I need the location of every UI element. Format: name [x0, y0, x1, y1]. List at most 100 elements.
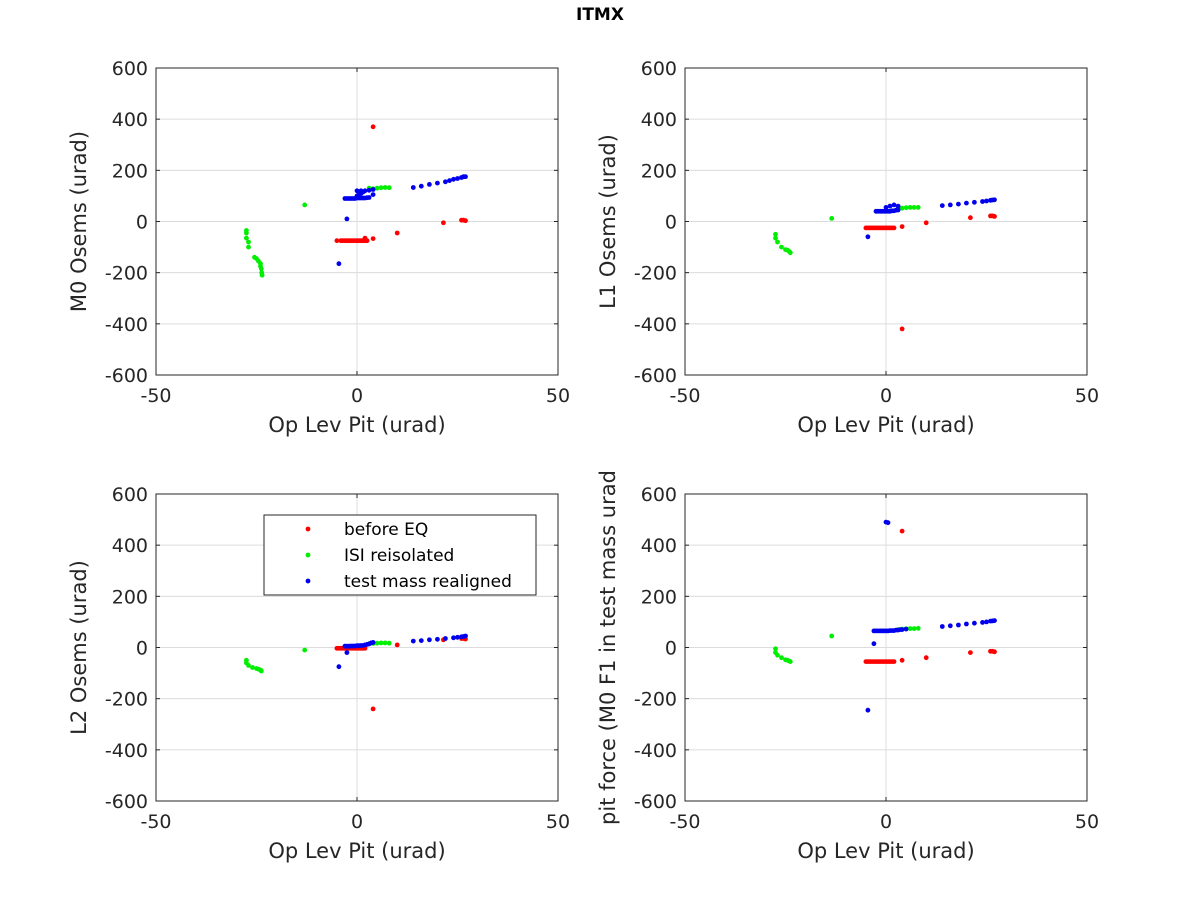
y-tick-label: -400	[634, 314, 677, 336]
y-tick-label: 200	[641, 160, 677, 182]
y-tick-label: 0	[136, 638, 148, 660]
subplot-4: -50 0 50 -600 -400 -200 0 200 400 600 Op Lev Pit (…	[596, 470, 1099, 863]
y-tick-label: 200	[112, 160, 148, 182]
data-point	[992, 214, 997, 219]
data-point	[246, 663, 251, 668]
data-point	[865, 707, 871, 713]
data-point	[779, 655, 784, 661]
data-point	[386, 640, 392, 646]
data-point	[259, 272, 265, 278]
data-point	[382, 640, 388, 646]
data-point	[972, 199, 977, 205]
data-point	[370, 640, 376, 645]
x-axis-label: Op Lev Pit (urad)	[797, 839, 974, 863]
y-tick-label: -200	[105, 689, 148, 711]
data-point	[344, 650, 350, 655]
data-point	[829, 633, 835, 639]
x-tick-label: 50	[546, 385, 570, 407]
data-point	[980, 199, 985, 204]
data-point	[370, 236, 376, 242]
data-point	[923, 655, 929, 661]
data-point	[865, 234, 871, 240]
data-point	[378, 185, 384, 191]
y-tick-label: 600	[641, 58, 677, 80]
y-tick-label: -600	[105, 365, 148, 387]
x-tick-label: 0	[880, 385, 892, 407]
y-axis-label: L1 Osems (urad)	[596, 134, 620, 309]
x-tick-label: -50	[140, 385, 171, 407]
data-point	[972, 620, 977, 626]
data-point	[775, 652, 780, 658]
data-point	[871, 641, 877, 647]
x-tick-label: 0	[351, 385, 363, 407]
x-axis-label: Op Lev Pit (urad)	[268, 413, 445, 437]
data-point	[775, 239, 780, 245]
legend-marker	[305, 578, 311, 584]
data-point	[455, 634, 460, 640]
data-point	[418, 183, 424, 189]
x-tick-label: 0	[880, 811, 892, 833]
y-axis-label: pit force (M0 F1 in test mass urad	[596, 470, 620, 825]
data-point	[447, 178, 452, 184]
data-point	[394, 230, 400, 236]
data-point	[887, 203, 893, 209]
series-before-eq	[863, 213, 997, 332]
data-point	[992, 649, 997, 655]
data-point	[362, 188, 368, 194]
y-tick-label: 600	[112, 484, 148, 506]
data-point	[992, 197, 997, 203]
data-point	[250, 665, 255, 670]
data-point	[455, 176, 460, 181]
y-axis-label: M0 Osems (urad)	[67, 131, 91, 312]
data-point	[899, 326, 905, 332]
y-tick-label: 0	[665, 638, 677, 660]
data-point	[336, 261, 342, 267]
data-point	[334, 238, 340, 244]
data-point	[374, 185, 380, 191]
data-point	[244, 235, 249, 241]
data-point	[907, 626, 913, 631]
subplot-2: -50 0 50 -600 -400 -200 0 200 400 600 Op Lev Pit (…	[596, 58, 1099, 437]
y-tick-label: -600	[634, 791, 677, 813]
data-point	[382, 185, 388, 190]
data-point	[246, 244, 251, 250]
data-point	[779, 244, 784, 250]
data-point	[443, 179, 448, 185]
data-point	[443, 636, 448, 641]
data-point	[394, 642, 400, 648]
figure-title: ITMX	[576, 5, 624, 25]
y-axis-label: L2 Osems (urad)	[67, 560, 91, 735]
data-point	[891, 659, 897, 664]
series-test-mass-realigned	[865, 197, 997, 240]
y-tick-label: 200	[112, 586, 148, 608]
series-test-mass-realigned	[336, 174, 468, 267]
x-tick-label: 50	[546, 811, 570, 833]
data-point	[773, 231, 778, 237]
data-point	[378, 640, 384, 646]
data-point	[451, 176, 456, 182]
data-point	[968, 215, 973, 221]
data-point	[435, 180, 440, 186]
data-point	[964, 621, 969, 627]
data-point	[370, 187, 376, 192]
y-tick-label: -400	[105, 740, 148, 762]
data-point	[956, 201, 961, 207]
data-point	[773, 646, 778, 652]
y-tick-label: 200	[641, 586, 677, 608]
legend-marker	[305, 526, 311, 532]
y-tick-label: -200	[634, 689, 677, 711]
data-point	[370, 124, 376, 130]
subplot-3: -50 0 50 -600 -400 -200 0 200 400 600 Op Lev Pit (…	[67, 484, 570, 863]
data-point	[939, 203, 945, 209]
x-tick-label: 50	[1075, 385, 1099, 407]
data-point	[899, 657, 905, 663]
series-before-eq	[863, 528, 997, 664]
axes-frame	[155, 493, 559, 802]
y-tick-label: 400	[112, 535, 148, 557]
data-point	[354, 188, 360, 194]
data-point	[366, 195, 372, 200]
data-point	[418, 638, 424, 643]
x-axis-label: Op Lev Pit (urad)	[268, 839, 445, 863]
y-tick-label: 400	[641, 109, 677, 131]
